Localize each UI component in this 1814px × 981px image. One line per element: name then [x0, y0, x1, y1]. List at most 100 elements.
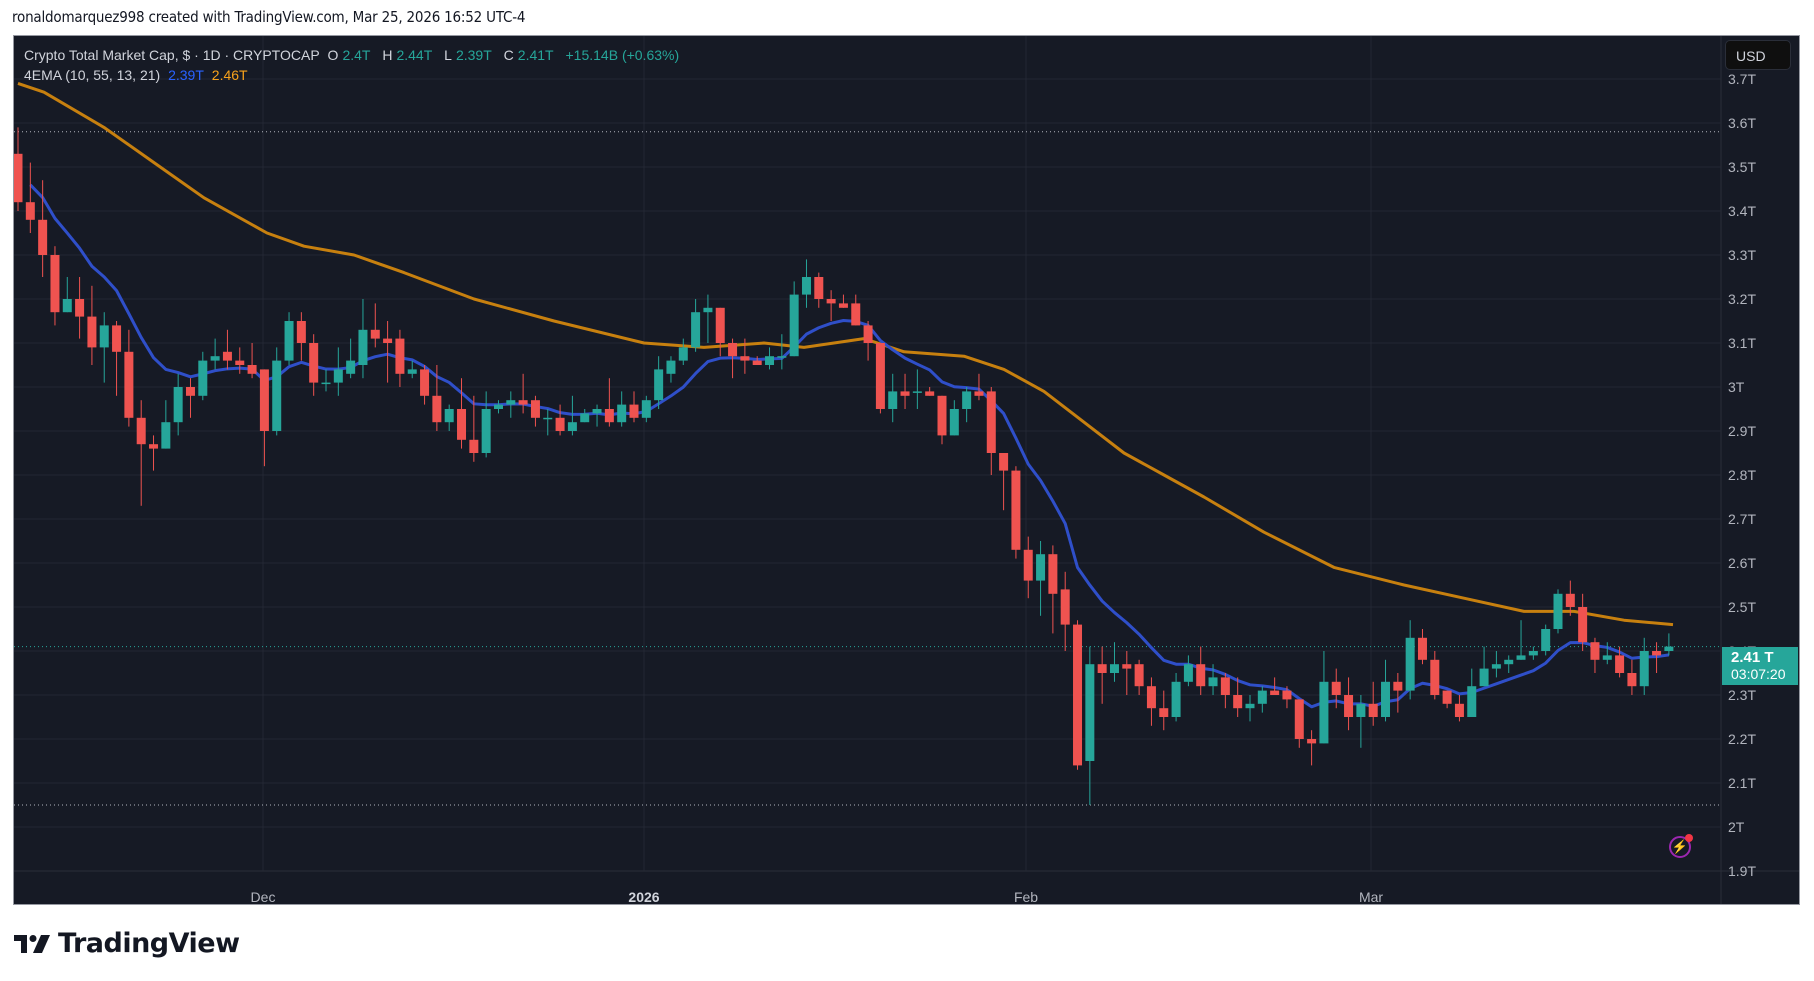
candle[interactable]	[1060, 571, 1070, 651]
candle[interactable]	[1528, 646, 1538, 660]
candle[interactable]	[875, 343, 885, 414]
candle[interactable]	[358, 299, 368, 379]
candle[interactable]	[1442, 690, 1452, 709]
candle[interactable]	[321, 369, 331, 392]
candle[interactable]	[1183, 655, 1193, 687]
candle[interactable]	[1073, 620, 1083, 770]
candle[interactable]	[1109, 642, 1119, 682]
lightning-alert-icon[interactable]: ⚡	[1669, 834, 1693, 858]
candle[interactable]	[1430, 651, 1440, 700]
candle[interactable]	[949, 400, 959, 436]
candle[interactable]	[838, 294, 848, 308]
candle[interactable]	[259, 369, 269, 467]
candle[interactable]	[14, 127, 23, 211]
candle[interactable]	[654, 356, 664, 409]
candle[interactable]	[112, 321, 122, 396]
candle[interactable]	[1393, 673, 1403, 713]
candle[interactable]	[1590, 637, 1600, 673]
candle[interactable]	[1307, 730, 1317, 766]
candle[interactable]	[691, 299, 701, 352]
candle[interactable]	[62, 277, 72, 313]
candle[interactable]	[383, 321, 393, 383]
candle[interactable]	[284, 312, 294, 365]
candle[interactable]	[235, 347, 245, 374]
candle[interactable]	[50, 246, 60, 326]
candle[interactable]	[75, 277, 85, 339]
candle[interactable]	[974, 373, 984, 401]
candle[interactable]	[1257, 686, 1267, 713]
candle[interactable]	[1282, 686, 1292, 709]
candle[interactable]	[395, 329, 405, 387]
candle[interactable]	[1553, 589, 1563, 634]
candle[interactable]	[1122, 651, 1132, 695]
candle[interactable]	[444, 404, 454, 431]
candle[interactable]	[25, 162, 35, 233]
candle[interactable]	[1664, 633, 1674, 656]
candle[interactable]	[1652, 642, 1662, 673]
candle[interactable]	[678, 338, 688, 365]
candle[interactable]	[1454, 695, 1464, 722]
candle[interactable]	[1196, 646, 1206, 695]
candle[interactable]	[87, 285, 97, 365]
candle[interactable]	[703, 294, 713, 343]
candle[interactable]	[1208, 664, 1218, 695]
candle[interactable]	[567, 395, 577, 436]
candle[interactable]	[752, 356, 762, 365]
candle[interactable]	[346, 338, 356, 379]
candle[interactable]	[1036, 541, 1046, 616]
candle[interactable]	[136, 400, 146, 506]
candle[interactable]	[506, 391, 516, 418]
candle[interactable]	[900, 373, 910, 409]
candle[interactable]	[1085, 646, 1095, 805]
candle[interactable]	[555, 404, 565, 436]
candle[interactable]	[740, 338, 750, 374]
candle[interactable]	[124, 329, 134, 427]
candle[interactable]	[1368, 681, 1378, 726]
candle[interactable]	[789, 281, 799, 357]
candle[interactable]	[1023, 536, 1033, 599]
candle[interactable]	[333, 347, 343, 396]
candle[interactable]	[715, 307, 725, 357]
chart-panel[interactable]: Crypto Total Market Cap, $ · 1D · CRYPTO…	[13, 35, 1800, 905]
candle[interactable]	[481, 391, 491, 458]
candle[interactable]	[161, 400, 171, 449]
candle[interactable]	[493, 400, 503, 414]
candle[interactable]	[1541, 624, 1551, 656]
candle[interactable]	[149, 435, 159, 471]
candle[interactable]	[1048, 545, 1058, 634]
candle[interactable]	[530, 395, 540, 427]
candle[interactable]	[1344, 677, 1354, 731]
candle[interactable]	[641, 395, 651, 423]
candle[interactable]	[1639, 637, 1649, 695]
candle[interactable]	[518, 373, 528, 414]
candle[interactable]	[469, 395, 479, 462]
candle[interactable]	[1578, 593, 1588, 651]
candle[interactable]	[1331, 668, 1341, 709]
candle[interactable]	[765, 347, 775, 370]
candle[interactable]	[1615, 646, 1625, 678]
candle[interactable]	[604, 378, 614, 427]
candle[interactable]	[592, 404, 602, 427]
candle[interactable]	[888, 373, 898, 423]
candle[interactable]	[173, 373, 183, 436]
candlestick-chart[interactable]	[14, 36, 1800, 905]
candle[interactable]	[1294, 699, 1304, 748]
candle[interactable]	[1011, 466, 1021, 559]
candle[interactable]	[432, 365, 442, 431]
candle[interactable]	[1417, 629, 1427, 665]
candle[interactable]	[986, 387, 996, 475]
candle[interactable]	[272, 347, 282, 436]
candle[interactable]	[1467, 668, 1477, 717]
candle[interactable]	[1504, 655, 1514, 673]
candle[interactable]	[1159, 690, 1169, 731]
candle[interactable]	[1627, 659, 1637, 695]
candle[interactable]	[99, 312, 109, 383]
candle[interactable]	[1220, 673, 1230, 709]
candle[interactable]	[617, 391, 627, 427]
candle[interactable]	[728, 338, 738, 379]
candle[interactable]	[629, 391, 639, 423]
candle[interactable]	[863, 321, 873, 361]
candle[interactable]	[666, 356, 676, 383]
candle[interactable]	[210, 338, 220, 370]
candle[interactable]	[543, 409, 553, 436]
